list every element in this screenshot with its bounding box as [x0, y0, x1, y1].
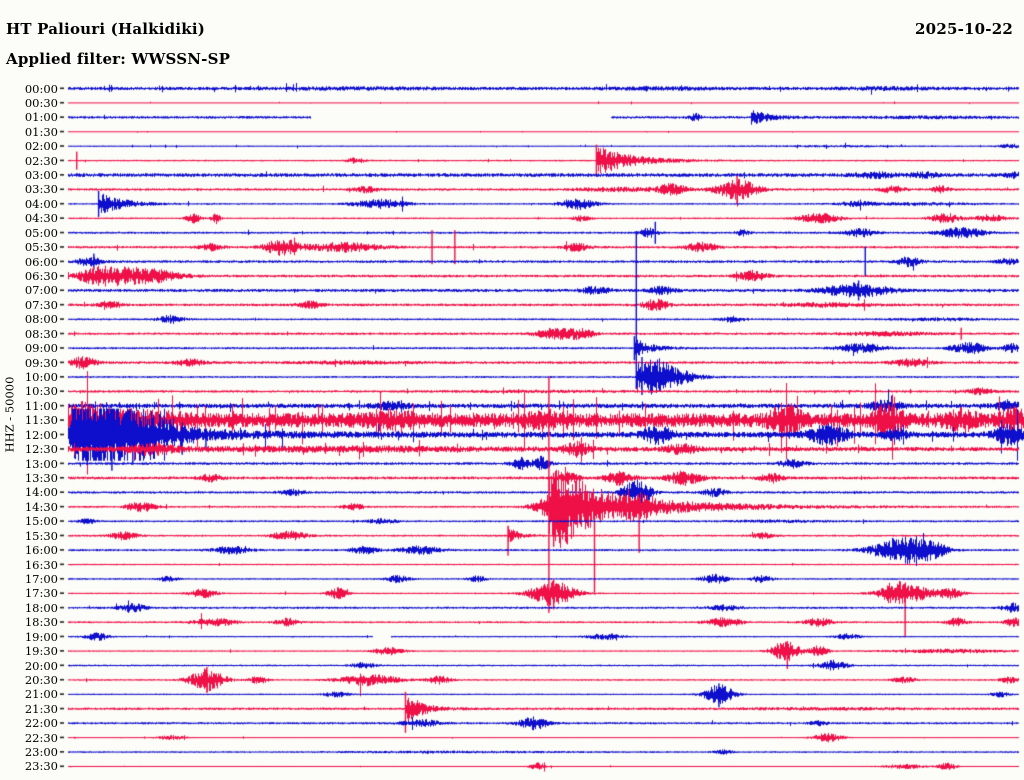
- time-label: 08:00: [24, 312, 58, 327]
- date-label: 2025-10-22: [915, 20, 1013, 38]
- time-label: 22:00: [24, 716, 58, 731]
- time-label: 21:30: [24, 701, 58, 716]
- time-label: 23:30: [24, 759, 58, 774]
- time-label: 04:00: [24, 196, 58, 211]
- time-label: 00:00: [24, 81, 58, 96]
- time-label: 02:00: [24, 139, 58, 154]
- time-label: 19:30: [24, 644, 58, 659]
- time-label: 23:00: [24, 745, 58, 760]
- time-label: 11:00: [24, 398, 58, 413]
- time-label: 22:30: [24, 730, 58, 745]
- time-label: 20:00: [24, 658, 58, 673]
- time-label: 09:30: [24, 355, 58, 370]
- time-label: 06:30: [24, 269, 58, 284]
- time-label: 09:00: [24, 341, 58, 356]
- station-title: HT Paliouri (Halkidiki): [6, 20, 206, 38]
- time-label: 15:30: [24, 528, 58, 543]
- filter-label: Applied filter: WWSSN-SP: [6, 50, 231, 68]
- time-label: 01:00: [24, 110, 58, 125]
- time-label: 10:30: [24, 384, 58, 399]
- time-label: 12:00: [24, 427, 58, 442]
- time-label: 13:30: [24, 470, 58, 485]
- time-label: 19:00: [24, 629, 58, 644]
- time-label: 07:00: [24, 283, 58, 298]
- time-label: 07:30: [24, 297, 58, 312]
- time-label: 06:00: [24, 254, 58, 269]
- time-label: 17:30: [24, 586, 58, 601]
- time-label: 05:30: [24, 240, 58, 255]
- time-label: 11:30: [24, 413, 58, 428]
- time-label: 18:30: [24, 615, 58, 630]
- time-label: 10:00: [24, 370, 58, 384]
- time-label: 14:00: [24, 485, 58, 500]
- time-label: 03:00: [24, 168, 58, 183]
- time-label: 21:00: [24, 687, 58, 702]
- time-label: 14:30: [24, 499, 58, 514]
- time-label: 01:30: [24, 124, 58, 139]
- time-label: 16:00: [24, 543, 58, 558]
- time-label: 16:30: [24, 557, 58, 572]
- time-label: 18:00: [24, 600, 58, 615]
- time-label: 05:00: [24, 225, 58, 240]
- time-label: 20:30: [24, 672, 58, 687]
- time-label: 00:30: [24, 95, 58, 110]
- time-label: 15:00: [24, 514, 58, 529]
- time-label: 03:30: [24, 182, 58, 197]
- time-label: 13:00: [24, 456, 58, 471]
- time-label: 08:30: [24, 326, 58, 341]
- time-label: 17:00: [24, 571, 58, 586]
- time-label: 12:30: [24, 442, 58, 457]
- time-label: 02:30: [24, 153, 58, 168]
- time-label: 04:30: [24, 211, 58, 226]
